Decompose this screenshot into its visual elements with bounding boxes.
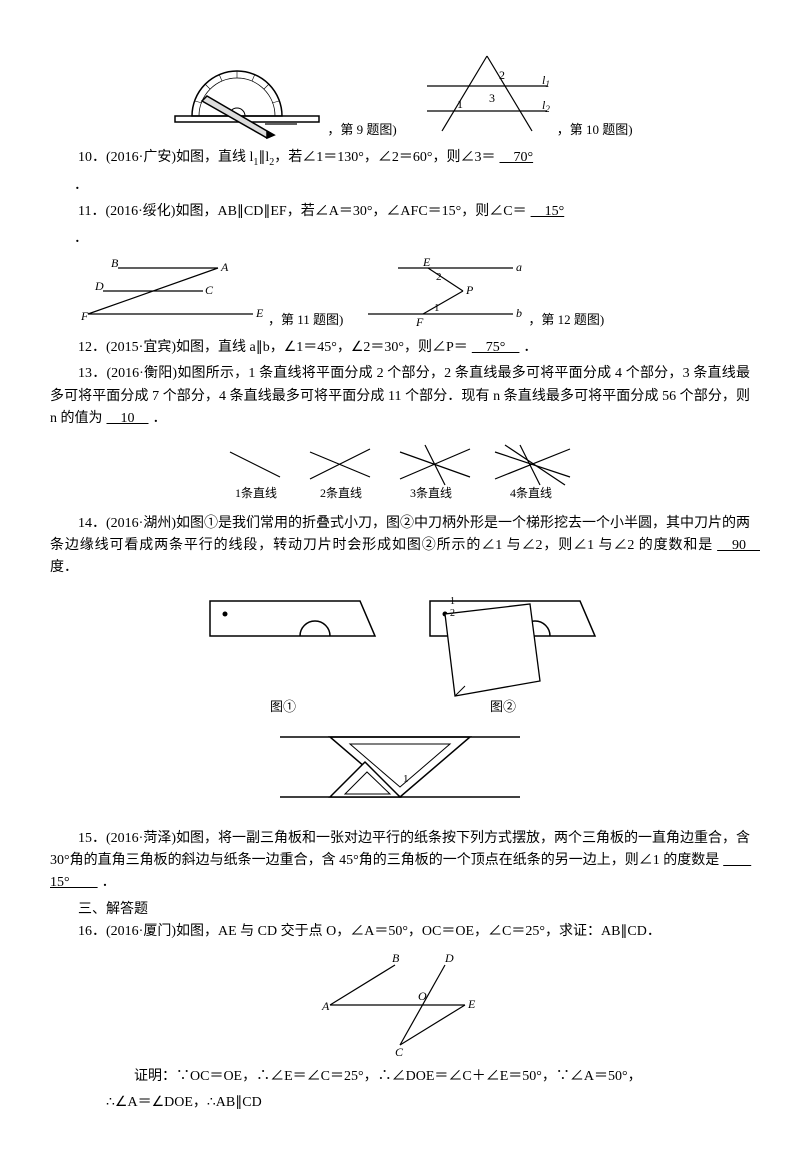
svg-text:D: D xyxy=(444,951,454,965)
svg-text:E: E xyxy=(467,997,476,1011)
p10-num: 10． xyxy=(78,150,106,165)
svg-text:E: E xyxy=(422,256,431,269)
problem-15: 15．(2016·菏泽)如图，将一副三角板和一张对边平行的纸条按下列方式摆放，两… xyxy=(50,828,750,895)
svg-text:P: P xyxy=(465,283,474,297)
p13-num: 13． xyxy=(78,366,106,381)
svg-text:O: O xyxy=(418,989,427,1003)
p11-num: 11． xyxy=(78,204,105,219)
p11-source: (2016·绥化) xyxy=(105,204,175,219)
p13-answer: 10 xyxy=(103,411,153,426)
svg-text:2: 2 xyxy=(450,608,455,619)
section-3-title: 三、解答题 xyxy=(50,899,750,921)
figure-12: E a F b P 2 1 xyxy=(358,256,528,331)
p14-source: (2016·湖州) xyxy=(106,516,176,531)
svg-text:2: 2 xyxy=(436,271,442,283)
svg-text:C: C xyxy=(395,1045,404,1059)
svg-text:a: a xyxy=(516,260,522,274)
p14-num: 14． xyxy=(78,516,106,531)
svg-text:E: E xyxy=(255,306,264,320)
p10-tail: ． xyxy=(50,175,750,197)
svg-text:1: 1 xyxy=(457,97,463,111)
p16-source: (2016·厦门) xyxy=(106,924,176,939)
p11-text: 如图，AB∥CD∥EF，若∠A＝30°，∠AFC＝15°，则∠C＝ xyxy=(175,204,526,219)
svg-text:图②: 图② xyxy=(490,699,516,714)
figure-16: A B D E C O xyxy=(50,950,750,1060)
p12-text: 如图，直线 a∥b，∠1＝45°，∠2＝30°，则∠P＝ xyxy=(176,340,468,355)
p12-answer: 75° xyxy=(468,340,524,355)
svg-text:1: 1 xyxy=(403,773,409,785)
svg-text:F: F xyxy=(80,309,89,323)
figure-15: 1 xyxy=(50,722,750,822)
problem-14: 14．(2016·湖州)如图①是我们常用的折叠式小刀，图②中刀柄外形是一个梯形挖… xyxy=(50,513,750,580)
svg-text:1: 1 xyxy=(434,302,440,314)
p10-answer: 70° xyxy=(495,150,537,165)
svg-text:b: b xyxy=(516,306,522,320)
p10-source: (2016·广安) xyxy=(106,150,176,165)
caption-10: ，第 10 题图) xyxy=(557,120,633,141)
svg-text:B: B xyxy=(392,951,400,965)
figure-9 xyxy=(167,46,327,141)
p15-num: 15． xyxy=(78,831,106,846)
svg-text:A: A xyxy=(220,260,229,274)
p14-answer: 90 xyxy=(713,538,764,553)
svg-text:4条直线: 4条直线 xyxy=(510,486,552,500)
p15-source: (2016·菏泽) xyxy=(106,831,176,846)
svg-text:C: C xyxy=(205,283,214,297)
problem-11: 11．(2016·绥化)如图，AB∥CD∥EF，若∠A＝30°，∠AFC＝15°… xyxy=(50,201,750,223)
problem-12: 12．(2015·宜宾)如图，直线 a∥b，∠1＝45°，∠2＝30°，则∠P＝… xyxy=(50,337,750,359)
figure-13: 1条直线 2条直线 3条直线 4条直线 xyxy=(50,437,750,507)
svg-text:A: A xyxy=(321,999,330,1013)
problem-10: 10．(2016·广安)如图，直线 l1∥l2，若∠1＝130°，∠2＝60°，… xyxy=(50,147,750,171)
problem-13: 13．(2016·衡阳)如图所示，1 条直线将平面分成 2 个部分，2 条直线最… xyxy=(50,363,750,430)
caption-12: ，第 12 题图) xyxy=(528,310,604,331)
p11-tail: ． xyxy=(50,228,750,250)
p12-num: 12． xyxy=(78,340,106,355)
figures-9-10: ，第 9 题图) 2 1 3 l1 l2 ，第 10 题图) xyxy=(50,46,750,141)
p12-source: (2015·宜宾) xyxy=(106,340,176,355)
p16-num: 16． xyxy=(78,924,106,939)
svg-text:B: B xyxy=(111,256,119,270)
p16-text: 如图，AE 与 CD 交于点 O，∠A＝50°，OC＝OE，∠C＝25°，求证：… xyxy=(176,924,661,939)
p10-text-a: 如图，直线 l xyxy=(176,150,253,165)
figure-10: 2 1 3 l1 l2 xyxy=(417,51,557,141)
figures-11-12: B A D C F E ，第 11 题图) E a F b P 2 1 ，第 1… xyxy=(50,256,750,331)
svg-text:l2: l2 xyxy=(542,98,550,114)
svg-text:l1: l1 xyxy=(542,73,550,89)
svg-text:2: 2 xyxy=(499,68,505,82)
p11-answer: 15° xyxy=(527,204,569,219)
svg-text:D: D xyxy=(94,279,104,293)
svg-text:F: F xyxy=(415,315,424,329)
svg-text:2条直线: 2条直线 xyxy=(320,486,362,500)
figure-11: B A D C F E xyxy=(78,256,268,331)
svg-text:3条直线: 3条直线 xyxy=(410,486,452,500)
caption-9: ，第 9 题图) xyxy=(327,120,396,141)
figure-14: 图① 1 2 图② xyxy=(50,586,750,716)
p13-source: (2016·衡阳) xyxy=(106,366,177,381)
svg-text:3: 3 xyxy=(489,91,495,105)
caption-11: ，第 11 题图) xyxy=(268,310,343,331)
proof-line1: 证明：∵OC＝OE，∴∠E＝∠C＝25°，∴∠DOE＝∠C＋∠E＝50°，∵∠A… xyxy=(50,1066,750,1088)
problem-16: 16．(2016·厦门)如图，AE 与 CD 交于点 O，∠A＝50°，OC＝O… xyxy=(50,921,750,943)
svg-text:1: 1 xyxy=(450,596,455,607)
svg-text:图①: 图① xyxy=(270,699,296,714)
proof-line2: ∴∠A＝∠DOE，∴AB∥CD xyxy=(50,1092,750,1114)
svg-text:1条直线: 1条直线 xyxy=(235,486,277,500)
